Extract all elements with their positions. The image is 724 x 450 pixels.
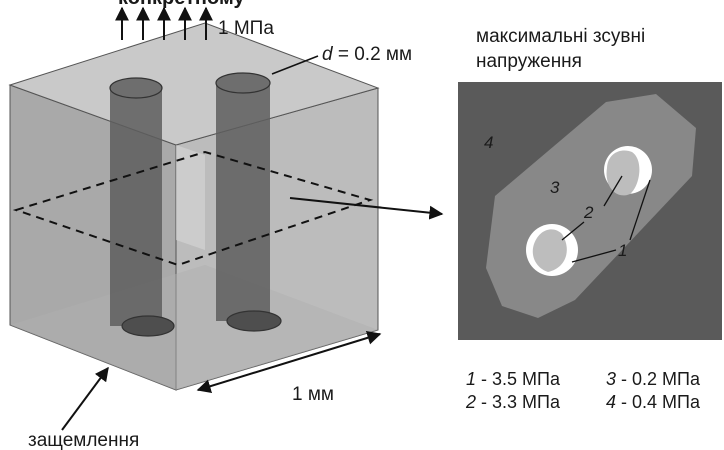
stress-title-line1: максимальні зсувні — [476, 26, 645, 47]
thickness-value: = 0.2 мм — [333, 44, 412, 65]
leader-1-lower — [571, 249, 617, 263]
fixed-label: защемлення — [28, 430, 139, 450]
thickness-label: d = 0.2 мм — [322, 44, 412, 65]
legend-item-3: 3 - 0.2 МПа — [606, 369, 701, 389]
thickness-leader — [271, 55, 319, 75]
leader-1-upper — [629, 179, 651, 241]
load-arrows — [115, 6, 213, 40]
section-arrow — [289, 197, 444, 220]
cylinder-left — [109, 77, 175, 337]
stress-title-line2: напруження — [476, 51, 582, 72]
legend-item-1: 1 - 3.5 МПа — [466, 369, 561, 389]
load-label: 1 МПа — [218, 18, 274, 39]
top-caption: конкретному — [118, 0, 245, 9]
size-dimension-arrow — [196, 331, 382, 393]
cube-model — [8, 22, 380, 391]
cut-plane — [12, 150, 374, 267]
region-label-3: 3 — [550, 178, 560, 197]
legend-item-4: 4 - 0.4 МПа — [606, 392, 701, 412]
legend-item-2: 2 - 3.3 МПа — [465, 392, 561, 412]
cube-inner-wall — [176, 145, 205, 250]
region-label-2: 2 — [583, 203, 594, 222]
cylinder-right — [215, 72, 282, 332]
thickness-symbol: d — [322, 44, 334, 65]
stress-map: 4 3 2 1 — [458, 82, 722, 340]
fixed-arrow — [61, 366, 109, 431]
size-label: 1 мм — [292, 384, 334, 405]
region-label-1: 1 — [618, 241, 627, 260]
stress-legend: 1 - 3.5 МПа 2 - 3.3 МПа 3 - 0.2 МПа 4 - … — [465, 369, 701, 412]
region-2-zone-lower — [532, 229, 567, 272]
cube-bottom-face — [10, 265, 378, 390]
leader-2-lower — [561, 221, 585, 241]
region-label-4: 4 — [484, 133, 493, 152]
region-2-zone-upper — [606, 150, 640, 196]
leader-2-upper — [603, 175, 623, 207]
